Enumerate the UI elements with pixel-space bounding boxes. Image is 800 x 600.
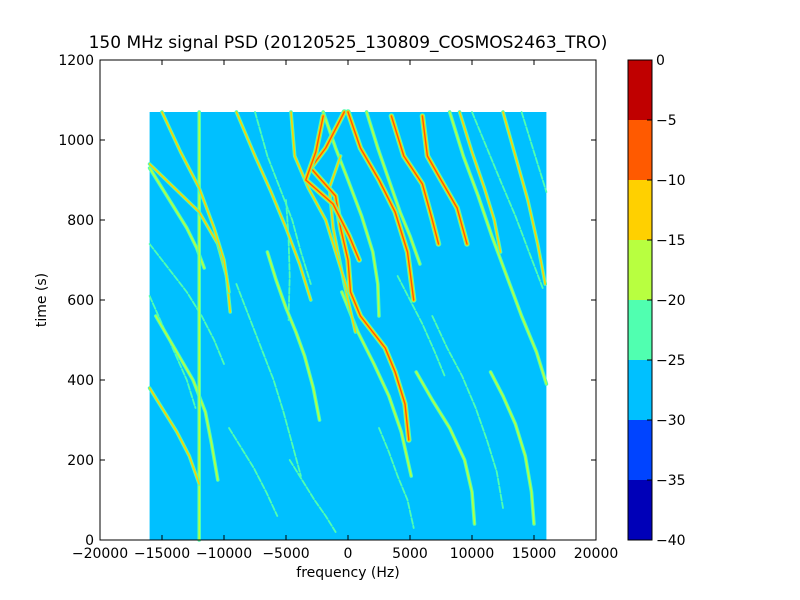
signal-trace-31: [520, 111, 548, 193]
signal-trace-11: [458, 111, 502, 253]
colorbar-tick-label: −35: [656, 473, 686, 489]
signal-trace-12: [502, 111, 547, 285]
x-axis-label: frequency (Hz): [296, 565, 399, 581]
signal-trace-33: [228, 427, 279, 517]
colorbar-tick-label: 0: [656, 53, 665, 69]
colorbar-tick-label: −20: [656, 293, 686, 309]
signal-trace-26: [148, 295, 197, 409]
x-tick-label: 15000: [512, 546, 557, 562]
x-tick-label: −5000: [262, 546, 309, 562]
chart-title: 150 MHz signal PSD (20120525_130809_COSM…: [89, 33, 608, 53]
x-tick-label: −15000: [134, 546, 190, 562]
y-tick-label: 600: [67, 293, 94, 309]
colorbar-band: [628, 360, 652, 420]
colorbar-band: [628, 420, 652, 480]
heatmap-layer: [147, 109, 549, 542]
signal-trace-3: [421, 115, 468, 245]
plot-area: [99, 59, 597, 542]
signal-trace-6: [290, 111, 349, 293]
colorbar-tick-label: −40: [656, 533, 686, 549]
y-axis: 0 200 400 600 800 1000 1200: [58, 53, 596, 549]
signal-trace-15: [365, 111, 421, 265]
colorbar-tick-label: −10: [656, 173, 686, 189]
signal-trace-4: [305, 115, 360, 261]
signal-trace-1: [347, 111, 415, 301]
x-axis: −20000 −15000 −10000 −5000 0 5000 10000 15000 20…: [72, 60, 618, 562]
y-tick-label: 200: [67, 453, 94, 469]
signal-trace-28: [431, 315, 504, 509]
signal-trace-23: [148, 243, 225, 365]
signal-trace-2: [390, 115, 440, 245]
y-tick-label: 400: [67, 373, 94, 389]
colorbar: −40 −35 −30 −25 −20 −15 −10 −5 0: [627, 53, 686, 549]
x-tick-label: −20000: [72, 546, 128, 562]
colorbar-band: [628, 60, 652, 120]
x-tick-label: 0: [344, 546, 353, 562]
x-tick-label: 5000: [392, 546, 428, 562]
y-axis-label: time (s): [34, 273, 50, 327]
y-tick-label: 1200: [58, 53, 94, 69]
signal-trace-29: [471, 111, 544, 289]
signal-trace-34: [396, 275, 446, 377]
colorbar-tick-label: −25: [656, 353, 686, 369]
colorbar-band: [628, 180, 652, 240]
y-tick-label: 1000: [58, 133, 94, 149]
colorbar-band: [628, 480, 652, 540]
x-tick-label: 10000: [450, 546, 495, 562]
x-tick-label: −10000: [196, 546, 252, 562]
signal-trace-14: [266, 251, 321, 421]
signal-trace-9: [235, 111, 312, 301]
colorbar-band: [628, 300, 652, 360]
colorbar-band: [628, 240, 652, 300]
signal-trace-17: [415, 371, 476, 525]
signal-trace-8: [161, 111, 230, 293]
colorbar-tick-label: −30: [656, 413, 686, 429]
signal-trace-19: [322, 111, 380, 317]
colorbar-tick-label: −15: [656, 233, 686, 249]
x-tick-label: 20000: [574, 546, 619, 562]
signal-trace-27: [378, 427, 415, 529]
signal-trace-24: [235, 283, 302, 477]
signal-trace-32: [285, 199, 291, 321]
y-tick-label: 0: [85, 533, 94, 549]
signal-trace-16: [448, 111, 548, 385]
colorbar-band: [628, 120, 652, 180]
colorbar-tick-label: −5: [656, 113, 677, 129]
signal-trace-10: [148, 387, 200, 485]
y-tick-label: 800: [67, 213, 94, 229]
signal-trace-30: [288, 459, 337, 533]
signal-trace-18: [489, 371, 535, 525]
